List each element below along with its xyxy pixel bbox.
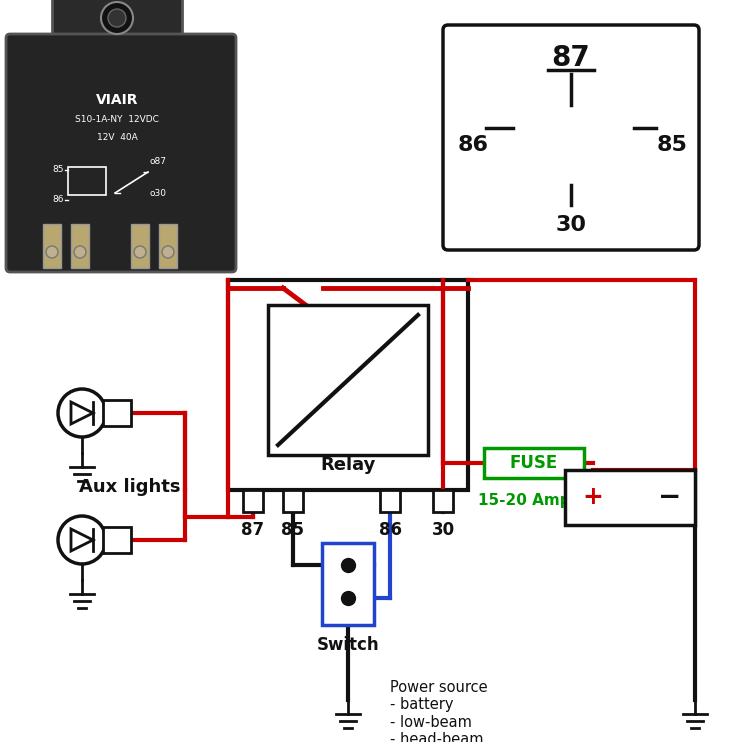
Text: 30: 30 [431, 521, 455, 539]
Text: o87: o87 [150, 157, 167, 166]
Circle shape [134, 246, 146, 258]
Circle shape [58, 389, 106, 437]
Bar [103, 527, 131, 553]
Circle shape [46, 246, 58, 258]
Text: Power source
- battery
- low-beam
- head-beam: Power source - battery - low-beam - head… [390, 680, 488, 742]
Text: 87: 87 [241, 521, 264, 539]
Text: 15-20 Amp: 15-20 Amp [478, 493, 570, 508]
Bar [322, 543, 374, 625]
Text: 87: 87 [551, 44, 590, 72]
Text: o30: o30 [150, 188, 167, 197]
Bar [228, 280, 468, 490]
Circle shape [74, 246, 86, 258]
Bar [103, 400, 131, 426]
Circle shape [108, 9, 126, 27]
Text: 86: 86 [378, 521, 402, 539]
Text: 12V  40A: 12V 40A [96, 134, 138, 142]
Bar [131, 224, 149, 268]
Text: 85: 85 [657, 135, 687, 155]
Bar [71, 224, 89, 268]
Circle shape [162, 246, 174, 258]
Text: 85: 85 [52, 165, 64, 174]
Text: 30: 30 [556, 215, 587, 235]
Text: Relay: Relay [320, 456, 375, 474]
Polygon shape [71, 402, 93, 424]
Bar [52, 0, 182, 38]
Bar [283, 490, 303, 512]
Bar [484, 448, 584, 478]
Bar [268, 305, 428, 455]
Text: 85: 85 [281, 521, 305, 539]
FancyBboxPatch shape [6, 34, 236, 272]
Text: Aux lights: Aux lights [79, 478, 181, 496]
Text: VIAIR: VIAIR [96, 93, 138, 107]
FancyBboxPatch shape [443, 25, 699, 250]
Text: 86: 86 [458, 135, 489, 155]
Polygon shape [71, 529, 93, 551]
Bar [43, 224, 61, 268]
Text: S10-1A-NY  12VDC: S10-1A-NY 12VDC [75, 116, 159, 125]
Circle shape [101, 2, 133, 34]
Text: −: − [659, 483, 682, 511]
Bar [565, 470, 695, 525]
Bar [159, 224, 177, 268]
Bar [68, 167, 106, 195]
Text: FUSE: FUSE [510, 454, 558, 472]
Bar [380, 490, 400, 512]
Text: 86: 86 [52, 195, 64, 205]
Circle shape [58, 516, 106, 564]
Bar [433, 490, 453, 512]
Text: Switch: Switch [316, 636, 379, 654]
Text: +: + [583, 485, 604, 509]
Bar [243, 490, 263, 512]
